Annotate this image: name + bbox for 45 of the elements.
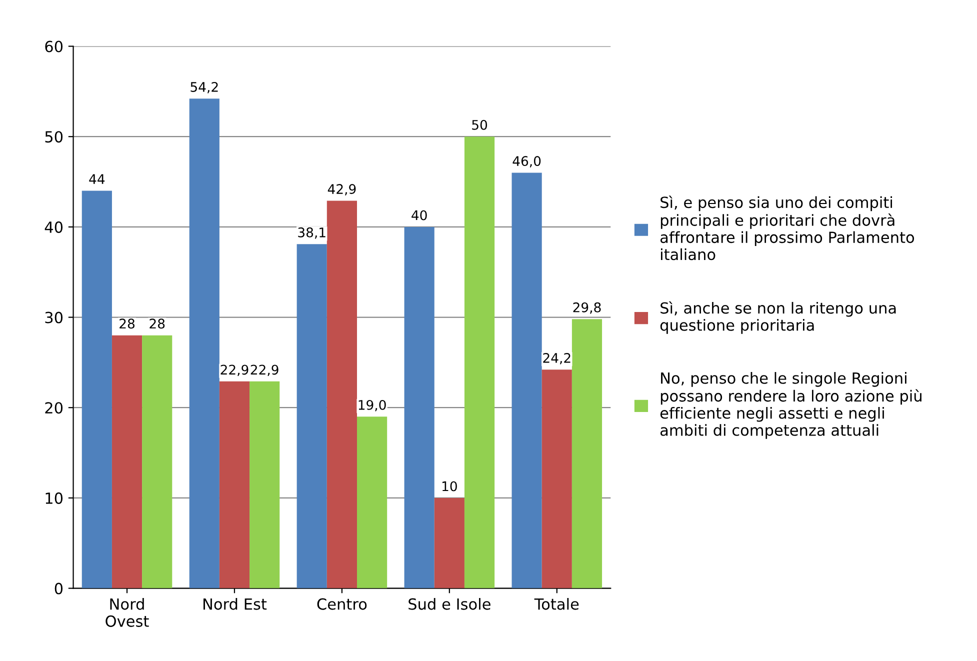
bar bbox=[434, 498, 464, 588]
bar bbox=[219, 381, 250, 588]
y-tick-label: 20 bbox=[45, 402, 63, 414]
bar bbox=[189, 98, 220, 588]
bar bbox=[464, 136, 495, 588]
data-label: 50 bbox=[472, 120, 488, 130]
data-label: 28 bbox=[150, 318, 165, 329]
bar bbox=[142, 335, 172, 588]
bar bbox=[112, 335, 142, 588]
bar bbox=[250, 381, 280, 588]
legend-label: Sì, e penso sia uno dei compiti principali e prioritari che dovrà affrontare il prossimo Parlamento italiano bbox=[660, 196, 914, 260]
data-label: 42,9 bbox=[328, 184, 356, 196]
x-tick-label: Sud e Isole bbox=[408, 598, 490, 610]
bar bbox=[572, 319, 602, 588]
y-tick-label: 0 bbox=[54, 582, 63, 594]
x-tick-label: Totale bbox=[534, 598, 579, 610]
data-label: 46,0 bbox=[512, 156, 541, 168]
legend-label: No, penso che le singole Regioni possano rendere la loro azione più efficiente negli assetti e negli ambiti di competenza attuali bbox=[660, 372, 922, 439]
bar bbox=[512, 172, 542, 588]
data-label: 29,8 bbox=[573, 302, 601, 314]
data-label: 22,9 bbox=[250, 364, 278, 376]
data-label: 24,2 bbox=[543, 352, 570, 364]
data-label: 10 bbox=[442, 481, 457, 492]
y-tick-label: 10 bbox=[46, 492, 63, 504]
data-label: 19,0 bbox=[358, 400, 386, 412]
bar bbox=[296, 244, 327, 588]
y-tick-label: 30 bbox=[45, 312, 63, 324]
x-tick-label: Nord Est bbox=[204, 598, 267, 610]
data-label: 40 bbox=[412, 210, 427, 220]
bar bbox=[404, 226, 434, 588]
legend-label: Sì, anche se non la ritengo una questione prioritaria bbox=[660, 301, 896, 334]
y-tick-label: 50 bbox=[45, 131, 63, 143]
x-tick-label: Centro bbox=[317, 598, 367, 610]
bar bbox=[356, 416, 388, 588]
bar bbox=[542, 370, 572, 588]
y-tick-label: 60 bbox=[45, 40, 63, 52]
data-label: 22,9 bbox=[220, 364, 248, 376]
data-label: 38,1 bbox=[298, 227, 326, 239]
bar bbox=[326, 200, 357, 588]
bar bbox=[82, 190, 112, 588]
data-label: 28 bbox=[120, 318, 134, 329]
x-tick-label: Nord Ovest bbox=[106, 598, 149, 627]
y-tick-label: 40 bbox=[44, 221, 63, 233]
data-label: 54,2 bbox=[190, 82, 218, 94]
data-label: 44 bbox=[89, 174, 105, 184]
